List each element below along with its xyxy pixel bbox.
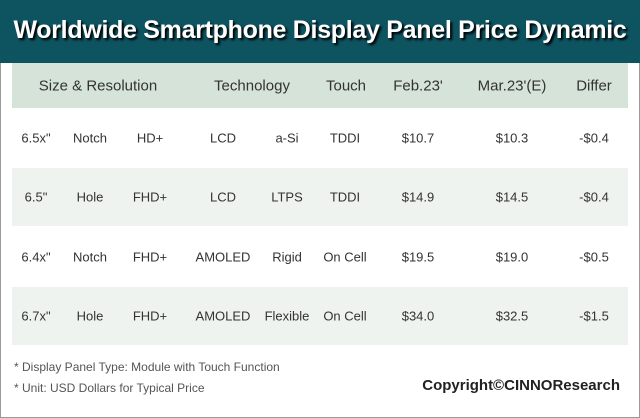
- table-cell: $32.5: [495, 308, 529, 324]
- table-cell: -$0.5: [579, 249, 609, 265]
- table-row: 6.4x" Notch FHD+ AMOLED Rigid On Cell $19.5 $19…: [12, 228, 628, 286]
- table-cell: AMOLED: [195, 308, 251, 324]
- table-cell: AMOLED: [195, 249, 251, 265]
- table-cell: On Cell: [323, 249, 367, 265]
- header-cell: Feb.23': [393, 77, 443, 94]
- table-cell: LTPS: [271, 189, 303, 205]
- table-cell: Notch: [73, 130, 107, 146]
- table-cell: $14.5: [495, 189, 529, 205]
- table-cell: Flexible: [264, 308, 310, 324]
- table-cell: FHD+: [132, 308, 168, 324]
- table-cell: FHD+: [132, 249, 168, 265]
- page-title: Worldwide Smartphone Display Panel Price…: [0, 0, 640, 63]
- header-cell: Touch: [325, 77, 367, 94]
- table-cell: 6.4x": [21, 249, 51, 265]
- table-cell: LCD: [209, 130, 237, 146]
- table-cell: $19.0: [495, 249, 529, 265]
- table-cell: -$0.4: [579, 130, 609, 146]
- table-cell: TDDI: [329, 189, 361, 205]
- table-cell: $10.7: [401, 130, 435, 146]
- table-cell: 6.5": [24, 189, 48, 205]
- table-cell: TDDI: [329, 130, 361, 146]
- table-cell: $14.9: [401, 189, 435, 205]
- table-cell: $10.3: [495, 130, 529, 146]
- table-cell: $34.0: [401, 308, 435, 324]
- table-cell: Rigid: [272, 249, 302, 265]
- copyright: Copyright©CINNOResearch: [422, 377, 620, 394]
- table-row: 6.7x" Hole FHD+ AMOLED Flexible On Cell $34.0 $…: [12, 287, 628, 345]
- table-cell: Hole: [76, 189, 104, 205]
- footnote: * Unit: USD Dollars for Typical Price: [14, 381, 205, 395]
- table-cell: On Cell: [323, 308, 367, 324]
- table-cell: 6.7x": [21, 308, 51, 324]
- table-cell: 6.5x": [21, 130, 51, 146]
- table-cell: Notch: [73, 249, 107, 265]
- table-cell: -$0.4: [579, 189, 609, 205]
- table-cell: HD+: [136, 130, 164, 146]
- table-row: 6.5" Hole FHD+ LCD LTPS TDDI $14.9 $14.5 -$0.4: [12, 168, 628, 226]
- table-header: Size & Resolution Technology Touch Feb.2…: [12, 63, 628, 108]
- header-cell: Size & Resolution: [38, 77, 158, 94]
- header-cell: Mar.23'(E): [477, 77, 547, 94]
- table-cell: -$1.5: [579, 308, 609, 324]
- header-cell: Technology: [214, 77, 290, 94]
- header-cell: Differ: [576, 77, 612, 94]
- table-row: 6.5x" Notch HD+ LCD a-Si TDDI $10.7 $10.3 -$0.4: [12, 109, 628, 167]
- table-cell: LCD: [209, 189, 237, 205]
- table-cell: a-Si: [275, 130, 299, 146]
- footnote: * Display Panel Type: Module with Touch …: [14, 360, 280, 374]
- table-cell: $19.5: [401, 249, 435, 265]
- table-cell: FHD+: [132, 189, 168, 205]
- table-cell: Hole: [76, 308, 104, 324]
